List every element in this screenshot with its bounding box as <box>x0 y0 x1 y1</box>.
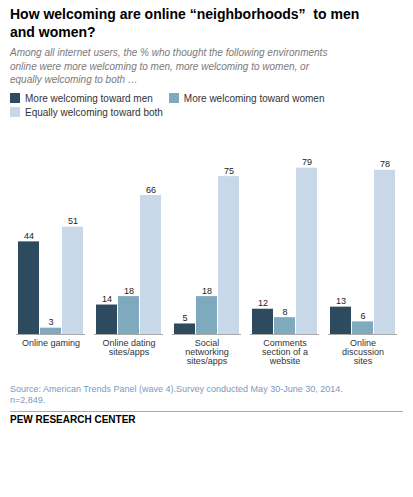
html-text:Equally welcoming toward both: Equally welcoming toward both <box>25 106 163 118</box>
svg-text:8: 8 <box>282 306 287 316</box>
svg-text:78: 78 <box>380 159 390 169</box>
html-text:How welcoming are online “neig: How welcoming are online “neighborhoods”… <box>10 6 360 40</box>
svg-text:3: 3 <box>48 317 53 327</box>
svg-text:18: 18 <box>124 285 134 295</box>
svg-text:75: 75 <box>224 165 234 175</box>
svg-text:Online gaming: Online gaming <box>22 337 80 347</box>
svg-text:18: 18 <box>202 285 212 295</box>
svg-text:6: 6 <box>360 310 365 320</box>
svg-text:13: 13 <box>336 296 346 306</box>
svg-text:Online datingsites/apps: Online datingsites/apps <box>102 337 155 356</box>
svg-text:44: 44 <box>24 230 34 240</box>
svg-text:79: 79 <box>302 157 312 167</box>
svg-text:Commentssection of awebsite: Commentssection of awebsite <box>262 337 308 365</box>
svg-text:51: 51 <box>68 216 78 226</box>
html-text:PEW RESEARCH CENTER: PEW RESEARCH CENTER <box>10 413 136 425</box>
html-text:Source: American Trends Panel: Source: American Trends Panel (wave 4).S… <box>10 383 343 406</box>
svg-text:12: 12 <box>258 298 268 308</box>
svg-text:66: 66 <box>146 184 156 194</box>
svg-text:5: 5 <box>182 312 187 322</box>
html-text:More welcoming toward men: More welcoming toward men <box>25 92 153 104</box>
html-text:More welcoming toward women: More welcoming toward women <box>183 92 325 104</box>
svg-text:14: 14 <box>102 294 112 304</box>
svg-text:Onlinediscussionsites: Onlinediscussionsites <box>342 337 384 365</box>
html-text:Among all internet users, the: Among all internet users, the % who thou… <box>10 47 328 85</box>
svg-text:Socialnetworkingsites/apps: Socialnetworkingsites/apps <box>185 337 229 365</box>
